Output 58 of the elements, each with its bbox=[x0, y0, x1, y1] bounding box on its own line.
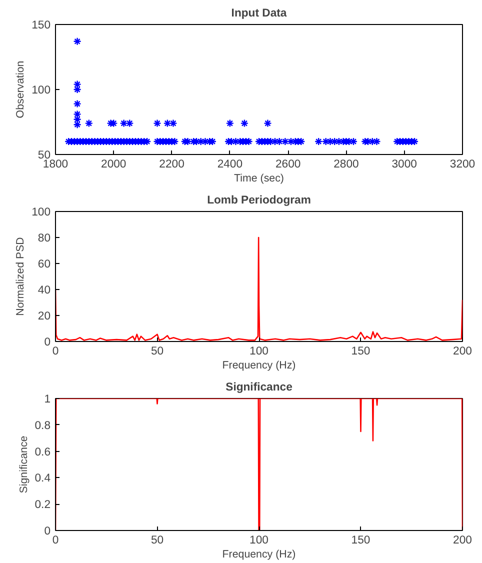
x-tick-label: 3200 bbox=[450, 158, 476, 170]
x-tick-label: 150 bbox=[351, 346, 370, 358]
y-tick-label: 80 bbox=[38, 232, 51, 244]
x-tick-label: 1800 bbox=[42, 158, 68, 170]
line-series bbox=[56, 398, 462, 530]
y-tick-label: 0 bbox=[44, 526, 51, 538]
y-tick-label: 100 bbox=[32, 84, 51, 96]
point bbox=[153, 119, 162, 128]
x-tick-label: 200 bbox=[453, 346, 472, 358]
point bbox=[73, 115, 82, 124]
point bbox=[73, 37, 82, 46]
point bbox=[126, 119, 134, 128]
x-tick-label: 2200 bbox=[159, 158, 184, 170]
x-tick-label: 3000 bbox=[392, 158, 417, 170]
point bbox=[73, 80, 82, 88]
x-tick-label: 50 bbox=[150, 534, 164, 546]
x-tick-label: 2600 bbox=[275, 158, 301, 170]
y-axis-title: Observation bbox=[14, 60, 27, 118]
x-tick-label: 0 bbox=[52, 534, 59, 546]
x-tick-label: 2400 bbox=[217, 158, 243, 170]
point bbox=[84, 119, 94, 128]
y-tick-label: 60 bbox=[38, 258, 51, 270]
point bbox=[264, 119, 272, 128]
y-axis-title: Normalized PSD bbox=[14, 236, 27, 316]
y-tick-label: 20 bbox=[38, 310, 51, 322]
x-tick-label: 100 bbox=[250, 346, 268, 358]
y-tick-label: 0 bbox=[44, 336, 51, 348]
x-axis-title: Frequency (Hz) bbox=[222, 548, 296, 560]
point bbox=[163, 119, 172, 128]
point bbox=[226, 119, 234, 128]
x-tick-label: 150 bbox=[351, 534, 370, 546]
y-tick-label: 150 bbox=[32, 20, 51, 32]
y-tick-label: 0.2 bbox=[34, 499, 50, 512]
x-tick-label: 0 bbox=[52, 346, 59, 358]
y-tick-label: 1 bbox=[44, 394, 51, 406]
x-axis-title: Time (sec) bbox=[234, 172, 284, 184]
chart-title: Input Data bbox=[231, 8, 288, 20]
y-tick-label: 0.8 bbox=[34, 420, 50, 432]
point bbox=[120, 119, 128, 128]
point bbox=[73, 100, 82, 108]
point bbox=[169, 119, 178, 128]
y-tick-label: 40 bbox=[38, 284, 51, 296]
point bbox=[73, 120, 82, 129]
point bbox=[73, 85, 82, 94]
point bbox=[73, 110, 82, 118]
x-tick-label: 100 bbox=[250, 534, 268, 546]
point bbox=[240, 119, 249, 128]
chart-title: Significance bbox=[226, 382, 292, 394]
y-tick-label: 100 bbox=[32, 206, 51, 218]
x-axis-title: Frequency (Hz) bbox=[222, 360, 296, 372]
y-tick-label: 0.6 bbox=[34, 446, 50, 458]
x-tick-label: 50 bbox=[150, 346, 164, 358]
chart-title: Lomb Periodogram bbox=[207, 194, 311, 206]
y-tick-label: 0.4 bbox=[34, 472, 50, 485]
x-tick-label: 2800 bbox=[334, 158, 359, 170]
x-tick-label: 200 bbox=[453, 534, 472, 546]
x-tick-label: 2000 bbox=[101, 158, 126, 170]
y-axis-title: Significance bbox=[18, 436, 30, 494]
